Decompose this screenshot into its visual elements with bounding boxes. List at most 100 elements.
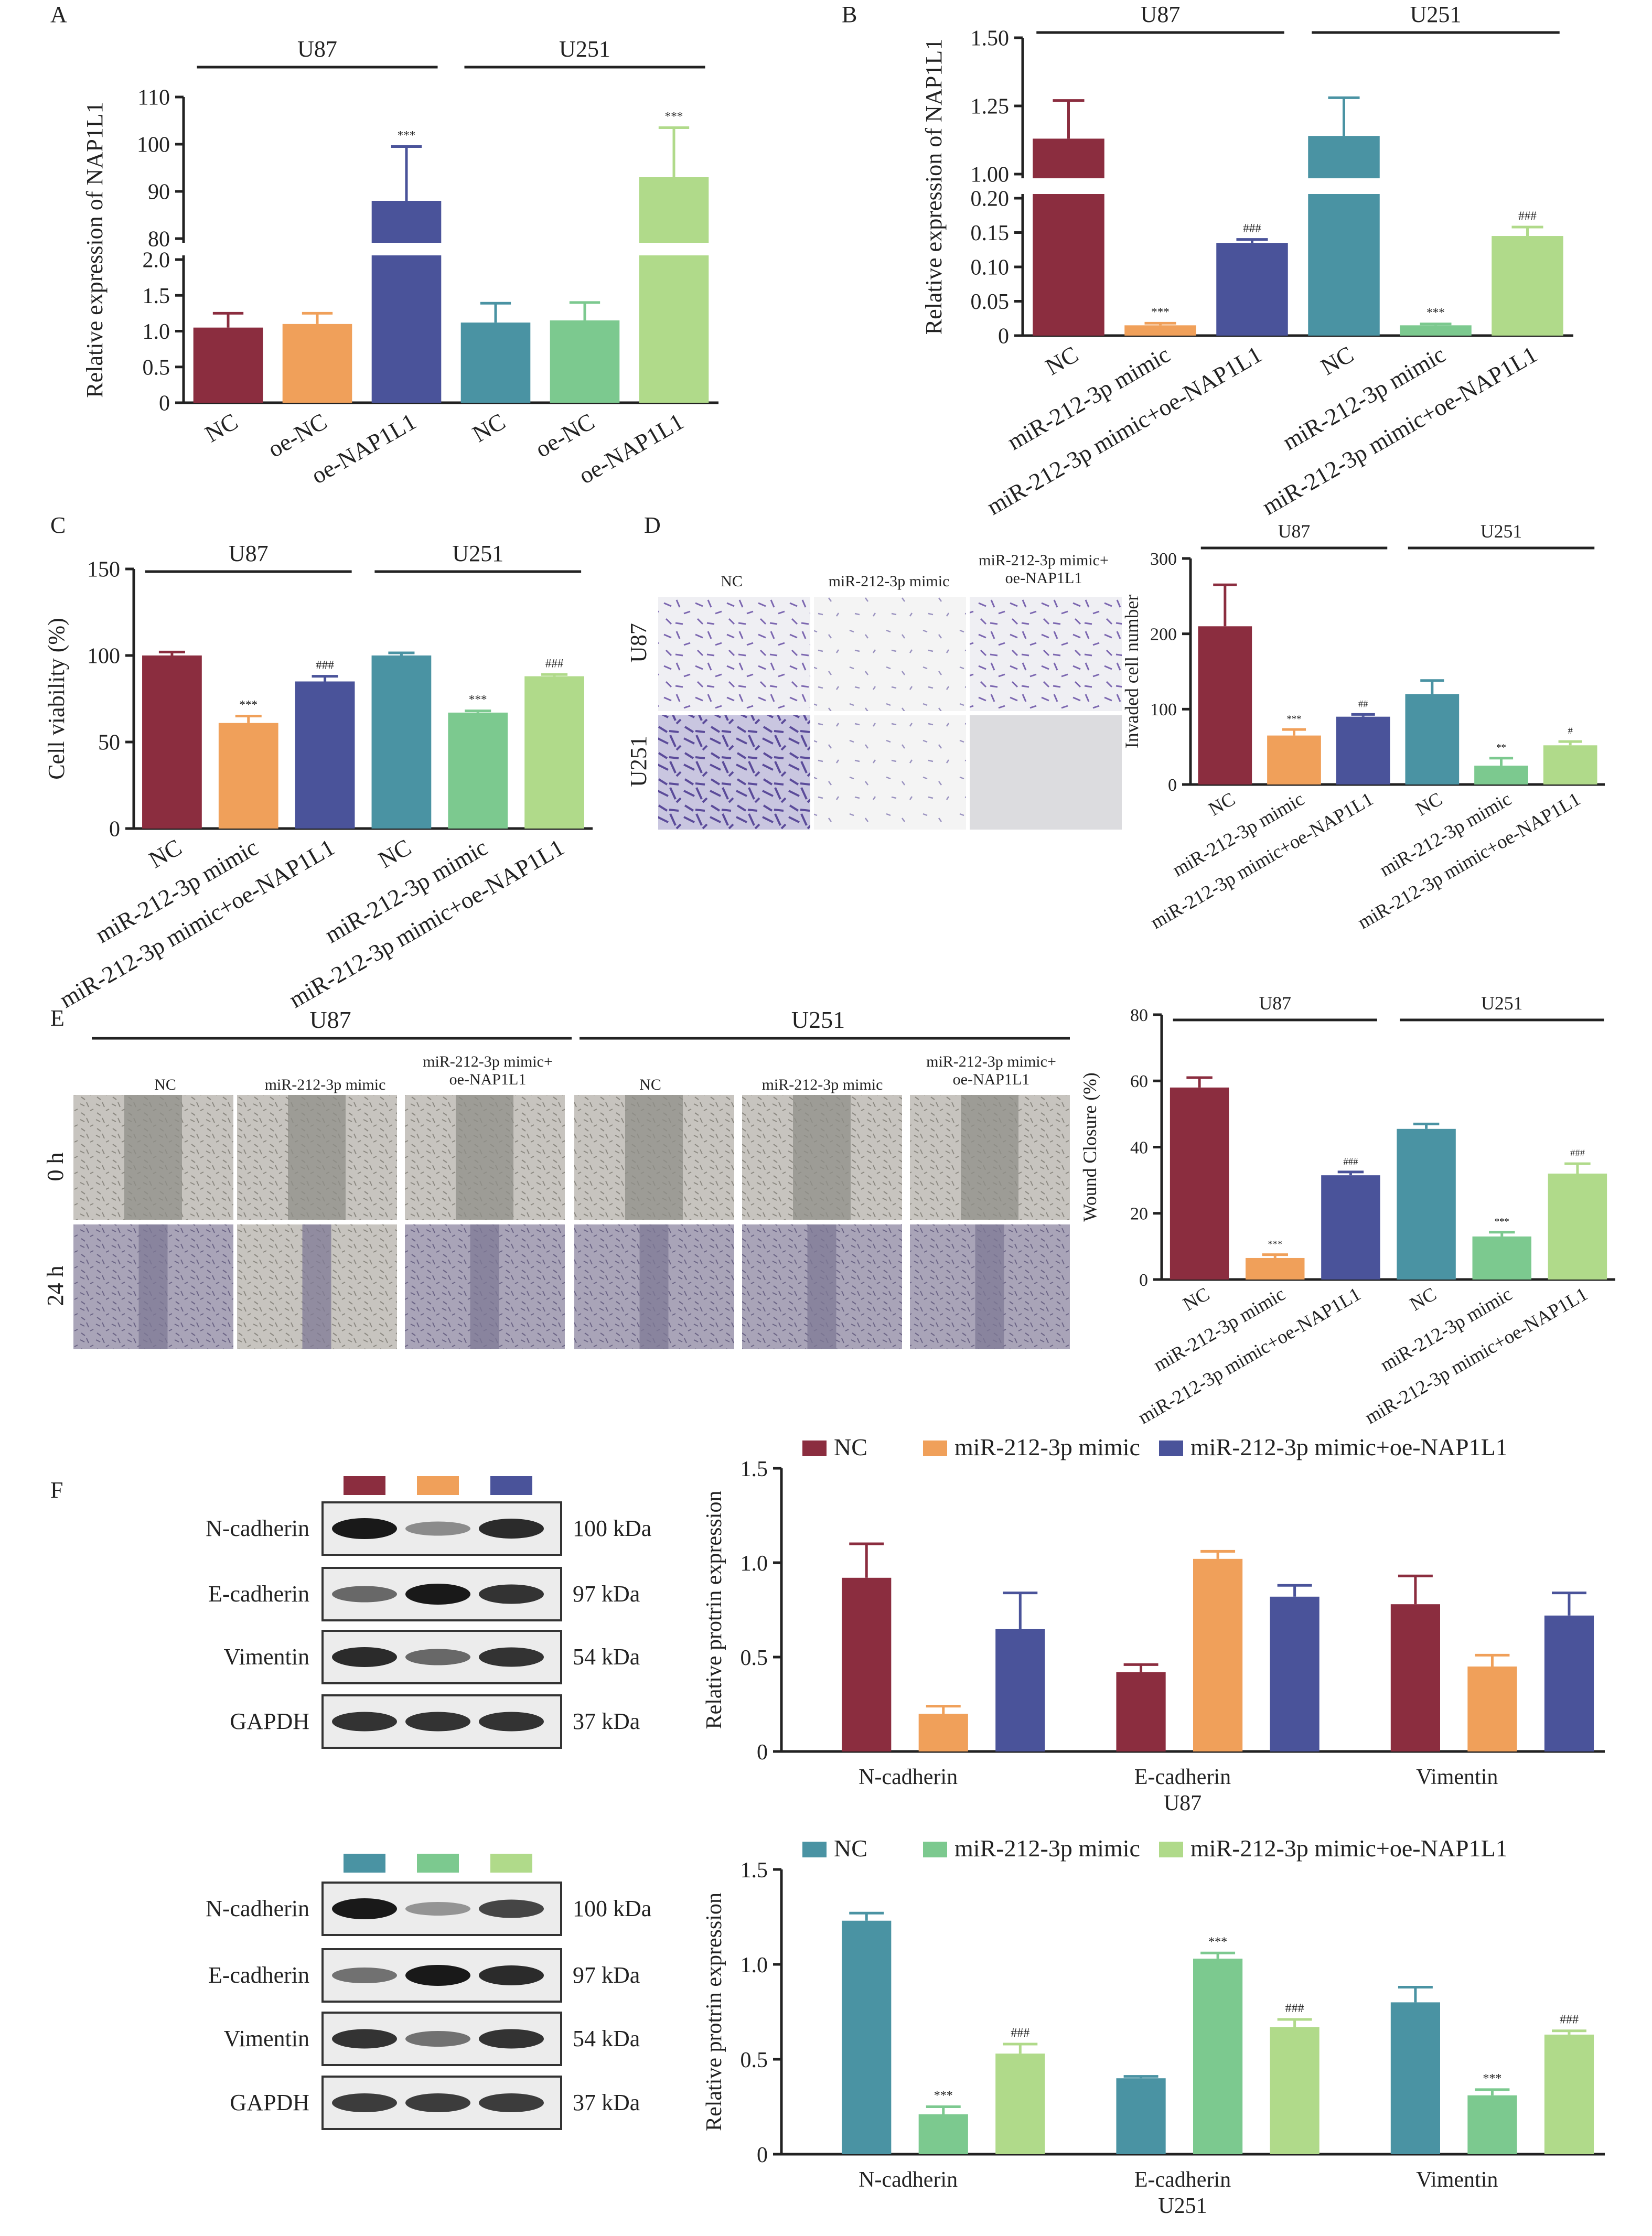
axis-break [173, 243, 729, 255]
bar [1170, 1087, 1229, 1280]
chart-d-invaded-cells: 0 100 200 300 *** ## ** # Invaded cell number U87… [1121, 521, 1605, 933]
blot-band [332, 2029, 397, 2049]
transwell-col-mimic: miR-212-3p mimic [829, 573, 950, 590]
y-tick-label: 100 [137, 133, 170, 157]
x-category-label: N-cadherin [859, 2168, 958, 2192]
wound-gap [807, 1224, 836, 1349]
y-axis-title: Cell viability (%) [44, 618, 69, 780]
significance-mark: *** [398, 128, 416, 142]
transwell-col-combo-1: miR-212-3p mimic+ [979, 552, 1109, 569]
blot-band [332, 1898, 397, 1919]
y-tick-label: 1.5 [143, 284, 170, 308]
transwell-u251-nc [658, 715, 810, 830]
wound-col-u87-mimic: miR-212-3p mimic [265, 1076, 386, 1093]
transwell-u251-combo [970, 715, 1122, 830]
bar [1544, 2034, 1594, 2154]
y-axis-title: Relative expression of NAP1L1 [921, 39, 947, 335]
significance-mark: ## [1358, 698, 1368, 710]
blot-kda-label: 37 kDa [573, 2090, 640, 2115]
y-axis-title: Relative protrin expression [702, 1491, 726, 1729]
y-tick-label: 1.5 [741, 1457, 768, 1481]
blot-protein-label: GAPDH [230, 1708, 309, 1734]
y-axis-title: Relative protrin expression [702, 1893, 726, 2131]
blot-band [479, 1647, 544, 1667]
bar [1472, 1236, 1531, 1280]
x-tick-label: NC [1406, 1283, 1440, 1315]
blot-band [332, 2093, 397, 2112]
y-tick-label: 0.10 [971, 256, 1010, 280]
blot-band [405, 1965, 470, 1986]
significance-mark: ### [1285, 2002, 1304, 2015]
x-tick-label: NC [200, 408, 242, 447]
bar [1390, 2002, 1440, 2154]
y-tick-label: 0 [757, 2143, 768, 2167]
x-axis-group-label: U87 [1164, 1791, 1202, 1815]
y-tick-label: 0 [998, 325, 1009, 349]
y-tick-label: 0.5 [741, 2048, 768, 2072]
wound-gap [302, 1224, 331, 1349]
bar [282, 324, 352, 403]
significance-mark: ### [316, 658, 334, 672]
chart-f-u87-protein: 0 0.5 1.0 1.5 N-cadherin E-cadherin Vimentin U8… [702, 1434, 1605, 1815]
blot-band [479, 1519, 544, 1539]
y-tick-label: 90 [148, 180, 170, 205]
significance-mark: ### [1518, 209, 1537, 222]
y-tick-label: 1.25 [971, 95, 1010, 119]
legend-label: miR-212-3p mimic [954, 1835, 1140, 1862]
x-tick-label: NC [1179, 1283, 1213, 1315]
y-tick-label: 0 [109, 818, 120, 842]
y-tick-label: 0 [757, 1740, 768, 1765]
y-tick-label: 40 [1130, 1138, 1148, 1157]
group-label: U251 [452, 541, 503, 566]
bar [193, 327, 263, 403]
bar [1216, 243, 1288, 336]
bar [1116, 2078, 1166, 2154]
blot-protein-label: N-cadherin [206, 1896, 309, 1921]
blot-band [405, 1521, 470, 1536]
bar [842, 1577, 892, 1751]
blot-band [405, 1902, 470, 1916]
lane-color-key [344, 1476, 385, 1495]
bar [842, 1920, 892, 2154]
bar [295, 681, 355, 829]
bar [1116, 1672, 1166, 1751]
wound-col-u251-combo-1: miR-212-3p mimic+ [926, 1053, 1056, 1070]
significance-mark: *** [1483, 2072, 1501, 2086]
y-tick-label: 300 [1150, 550, 1177, 569]
wound-col-u251-nc: NC [639, 1076, 661, 1093]
significance-mark: ### [1560, 2013, 1579, 2027]
bar [371, 655, 432, 829]
y-tick-label: 150 [87, 558, 120, 582]
blot-kda-label: 100 kDa [573, 1515, 651, 1541]
panel-label-e: E [50, 1005, 65, 1031]
bar [1543, 745, 1597, 784]
panel-label-d: D [644, 512, 661, 538]
transwell-u87-combo [970, 597, 1122, 711]
x-tick-label: NC [144, 834, 186, 873]
y-tick-label: 0 [159, 392, 170, 416]
legend-label: miR-212-3p mimic+oe-NAP1L1 [1190, 1434, 1508, 1460]
lane-color-key [417, 1854, 459, 1873]
wound-gap [975, 1224, 1004, 1349]
y-tick-label: 1.50 [971, 27, 1010, 51]
significance-mark: *** [1151, 305, 1170, 318]
wound-gap [124, 1095, 182, 1220]
significance-mark: ### [1243, 221, 1261, 235]
group-label: U251 [559, 36, 610, 62]
y-tick-label: 60 [1130, 1072, 1148, 1091]
y-tick-label: 1.0 [143, 320, 170, 344]
blot-band [332, 1712, 397, 1732]
legend-swatch [802, 1842, 827, 1857]
significance-mark: ### [545, 656, 564, 670]
blot-kda-label: 54 kDa [573, 1644, 640, 1670]
x-tick-label: oe-NC [531, 408, 599, 463]
y-tick-label: 100 [87, 644, 120, 669]
bar [1267, 735, 1321, 784]
bar [1033, 138, 1104, 336]
bar [995, 1629, 1045, 1751]
y-tick-label: 2.0 [143, 249, 170, 273]
y-tick-label: 200 [1150, 625, 1177, 644]
bar [1397, 1128, 1456, 1280]
blot-band [479, 2093, 544, 2112]
